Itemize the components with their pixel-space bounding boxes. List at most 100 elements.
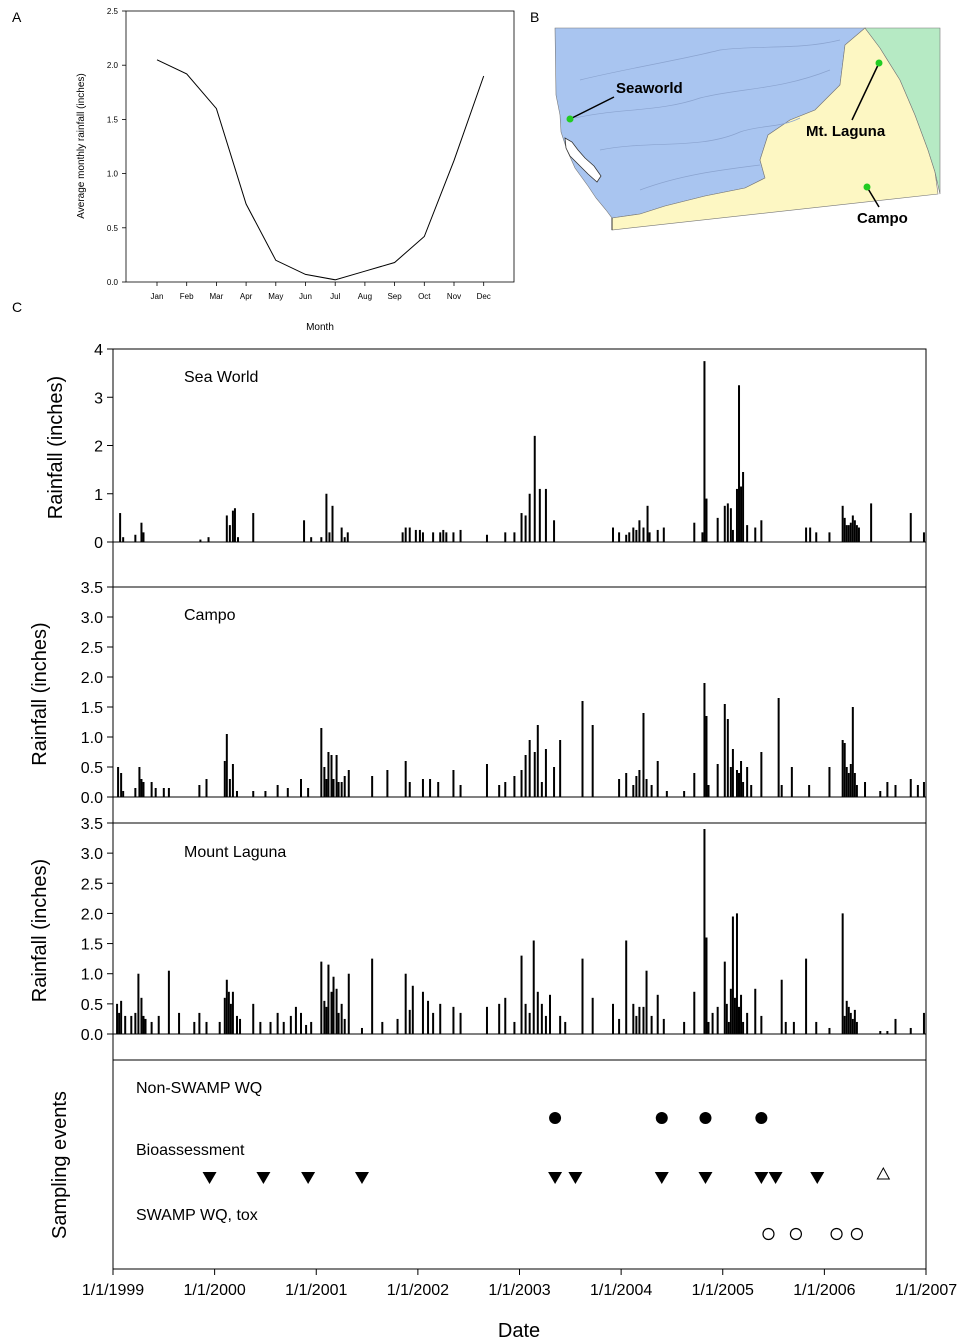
bioassessment-event xyxy=(256,1172,271,1184)
campo-leader xyxy=(866,186,880,208)
mtlaguna-label: Mt. Laguna xyxy=(806,123,886,140)
chart-a-ytick-label: 1.0 xyxy=(107,170,119,179)
bioassessment-event xyxy=(301,1172,316,1184)
chart-a-xtick-label: Feb xyxy=(180,292,194,301)
sampling-events-ylabel: Sampling events xyxy=(49,1091,71,1239)
rain-ytick-label: 3.0 xyxy=(81,846,103,863)
rain-ytick-label: 2 xyxy=(94,439,103,456)
chart-a-ylabel: Average monthly rainfall (inches) xyxy=(76,73,87,218)
mtlaguna-leader xyxy=(851,62,880,121)
bioassessment-event xyxy=(754,1172,769,1184)
swamp-wq-tox-event xyxy=(850,1227,863,1241)
daily-rainfall-chart: Date Sampling events 0 1 2 3 4 Rainfall (inch… xyxy=(29,342,957,1341)
swamp-wq-tox-event xyxy=(789,1227,803,1241)
rivers xyxy=(574,39,841,191)
bioassessment-event xyxy=(568,1172,583,1184)
coastline-bay xyxy=(564,137,602,183)
station-label: Campo xyxy=(184,607,236,624)
chart-c-frame xyxy=(112,348,927,1270)
seaworld-label: Seaworld xyxy=(616,80,683,97)
panel-label-c: C xyxy=(12,299,22,315)
chart-a-xtick-label: Nov xyxy=(447,292,461,301)
date-tick-label: 1/1/2004 xyxy=(590,1282,652,1299)
chart-a-frame xyxy=(125,10,515,283)
chart-a-ytick-label: 1.5 xyxy=(107,115,119,124)
chart-a-xtick-label: Jan xyxy=(151,292,164,301)
date-tick-label: 1/1/2001 xyxy=(285,1282,347,1299)
rain-ytick-label: 3.0 xyxy=(81,610,103,627)
panel-label-a: A xyxy=(12,9,22,25)
sampling-group-label: Non-SWAMP WQ xyxy=(136,1080,262,1097)
campo-site-marker xyxy=(863,183,871,191)
date-tick-label: 1/1/2005 xyxy=(692,1282,754,1299)
rain-ytick-label: 3 xyxy=(94,390,103,407)
rain-ytick-label: 1 xyxy=(94,487,103,504)
chart-c-xlabel: Date xyxy=(498,1320,540,1341)
rain-ylabel: Rainfall (inches) xyxy=(29,622,51,765)
chart-a-xlabel: Month xyxy=(306,322,334,333)
chart-a-xtick-label: Dec xyxy=(477,292,491,301)
non-swamp-wq-event xyxy=(699,1112,712,1124)
date-tick-label: 1/1/2006 xyxy=(793,1282,855,1299)
chart-a-xtick-label: Oct xyxy=(418,292,431,301)
monthly-rainfall-chart: Average monthly rainfall (inches) Month … xyxy=(76,7,515,333)
non-swamp-wq-event xyxy=(549,1112,562,1124)
chart-a-xtick-label: May xyxy=(268,292,283,301)
rain-ytick-label: 1.5 xyxy=(81,700,103,717)
chart-a-ytick-label: 2.5 xyxy=(107,7,119,16)
mtlaguna-site-marker xyxy=(875,59,883,67)
chart-a-ytick-label: 2.0 xyxy=(107,61,119,70)
watershed-map: Seaworld Mt. Laguna Campo xyxy=(554,27,941,231)
bioassessment-event xyxy=(768,1172,783,1184)
bioassessment-event xyxy=(354,1172,369,1184)
rain-ytick-label: 0.5 xyxy=(81,997,103,1014)
bioassessment-event xyxy=(548,1172,563,1184)
rain-ytick-label: 1.5 xyxy=(81,937,103,954)
date-tick-label: 1/1/2002 xyxy=(387,1282,449,1299)
rain-ytick-label: 2.0 xyxy=(81,906,103,923)
rain-ytick-label: 1.0 xyxy=(81,967,103,984)
swamp-wq-tox-event xyxy=(830,1227,843,1241)
panel-label-b: B xyxy=(530,9,539,25)
station-label: Mount Laguna xyxy=(184,844,286,861)
sampling-group-label: SWAMP WQ, tox xyxy=(136,1207,258,1224)
swamp-wq-tox-event xyxy=(762,1227,775,1241)
rain-ytick-label: 0.0 xyxy=(81,1027,103,1044)
rain-ylabel: Rainfall (inches) xyxy=(45,376,67,519)
chart-a-ytick-label: 0.0 xyxy=(107,278,119,287)
date-tick-label: 1/1/2007 xyxy=(895,1282,957,1299)
chart-a-xtick-label: Aug xyxy=(358,292,372,301)
bioassessment-event xyxy=(698,1172,713,1184)
bioassessment-planned-event xyxy=(876,1166,891,1180)
rain-ytick-label: 3.5 xyxy=(81,816,103,833)
bioassessment-event xyxy=(654,1172,669,1184)
rain-ytick-label: 0.0 xyxy=(81,790,103,807)
sampling-group-label: Bioassessment xyxy=(136,1142,245,1159)
rain-ylabel: Rainfall (inches) xyxy=(29,859,51,1002)
bioassessment-event xyxy=(810,1172,825,1184)
rain-ytick-label: 0 xyxy=(94,535,103,552)
non-swamp-wq-event xyxy=(655,1112,668,1124)
chart-a-ytick-label: 0.5 xyxy=(107,224,119,233)
chart-a-xtick-label: Mar xyxy=(210,292,224,301)
rain-ytick-label: 2.5 xyxy=(81,640,103,657)
rain-ytick-label: 2.0 xyxy=(81,670,103,687)
date-tick-label: 1/1/1999 xyxy=(82,1282,144,1299)
campo-label: Campo xyxy=(857,210,908,227)
seaworld-site-marker xyxy=(566,115,574,123)
bioassessment-event xyxy=(202,1172,217,1184)
date-tick-label: 1/1/2000 xyxy=(183,1282,245,1299)
seaworld-leader xyxy=(569,96,615,120)
rain-ytick-label: 4 xyxy=(94,342,103,359)
rain-ytick-label: 0.5 xyxy=(81,760,103,777)
green-region xyxy=(864,27,941,195)
non-swamp-wq-event xyxy=(755,1112,768,1124)
rain-ytick-label: 1.0 xyxy=(81,730,103,747)
date-tick-label: 1/1/2003 xyxy=(488,1282,550,1299)
rain-ytick-label: 2.5 xyxy=(81,876,103,893)
chart-a-xtick-label: Sep xyxy=(387,292,402,301)
rain-ytick-label: 3.5 xyxy=(81,580,103,597)
chart-a-line xyxy=(156,59,485,281)
chart-a-xtick-label: Jun xyxy=(299,292,312,301)
